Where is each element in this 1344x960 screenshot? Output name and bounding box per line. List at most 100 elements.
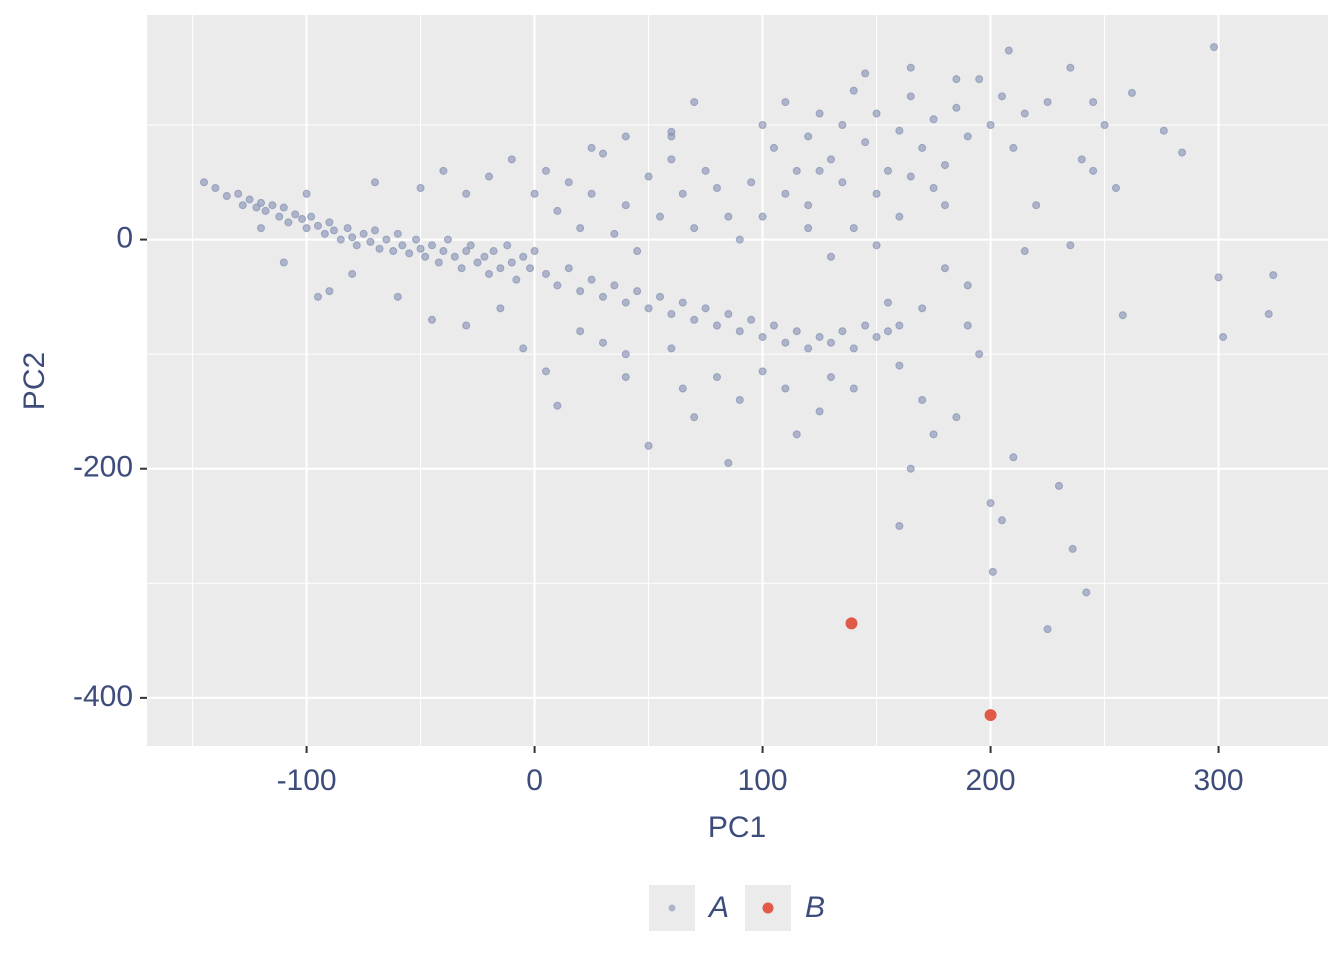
point xyxy=(633,247,642,256)
point xyxy=(678,298,687,307)
point xyxy=(804,201,813,210)
point xyxy=(610,281,619,290)
point xyxy=(489,247,498,256)
point xyxy=(1118,311,1127,320)
legend-swatch xyxy=(668,904,676,912)
point xyxy=(507,258,516,267)
point xyxy=(621,132,630,141)
point xyxy=(1089,166,1098,175)
point xyxy=(781,384,790,393)
point xyxy=(655,292,664,301)
point xyxy=(906,464,915,473)
point xyxy=(883,298,892,307)
point xyxy=(398,241,407,250)
point xyxy=(861,321,870,330)
y-axis-label: PC2 xyxy=(18,352,51,410)
point xyxy=(940,161,949,170)
point xyxy=(1043,98,1052,107)
point xyxy=(279,258,288,267)
point xyxy=(655,212,664,221)
point xyxy=(997,92,1006,101)
point xyxy=(826,373,835,382)
point xyxy=(918,143,927,152)
points xyxy=(199,43,1278,722)
point xyxy=(587,189,596,198)
point xyxy=(462,189,471,198)
point xyxy=(1089,98,1098,107)
point xyxy=(450,252,459,261)
point xyxy=(804,224,813,233)
point xyxy=(1082,588,1091,597)
point xyxy=(1020,247,1029,256)
point xyxy=(320,229,329,238)
point xyxy=(838,120,847,129)
point xyxy=(1066,63,1075,72)
legend-label: A xyxy=(707,891,729,924)
point xyxy=(325,218,334,227)
point xyxy=(1210,43,1219,52)
point xyxy=(439,247,448,256)
point xyxy=(348,233,357,242)
point xyxy=(906,92,915,101)
point xyxy=(541,269,550,278)
point xyxy=(929,115,938,124)
point xyxy=(758,332,767,341)
point xyxy=(256,198,265,207)
x-tick-label: 0 xyxy=(526,764,543,797)
point xyxy=(370,178,379,187)
point xyxy=(222,192,231,201)
point xyxy=(747,315,756,324)
y-tick-label: -400 xyxy=(73,680,133,713)
point xyxy=(564,264,573,273)
legend-label: B xyxy=(805,891,825,924)
point xyxy=(712,184,721,193)
point xyxy=(690,413,699,422)
point xyxy=(507,155,516,164)
point xyxy=(633,287,642,296)
point xyxy=(895,522,904,531)
point xyxy=(336,235,345,244)
point xyxy=(541,166,550,175)
point xyxy=(503,241,512,250)
point xyxy=(245,195,254,204)
point xyxy=(1178,148,1187,157)
point xyxy=(530,247,539,256)
point xyxy=(421,252,430,261)
point xyxy=(576,224,585,233)
point xyxy=(412,235,421,244)
point xyxy=(952,413,961,422)
point xyxy=(861,138,870,147)
point xyxy=(621,373,630,382)
point xyxy=(963,132,972,141)
point xyxy=(678,384,687,393)
point xyxy=(275,212,284,221)
point xyxy=(895,212,904,221)
point xyxy=(298,214,307,223)
point xyxy=(416,184,425,193)
x-axis-label: PC1 xyxy=(708,811,766,844)
point xyxy=(724,458,733,467)
point xyxy=(598,292,607,301)
point xyxy=(781,189,790,198)
x-tick-label: 300 xyxy=(1194,764,1244,797)
point xyxy=(872,241,881,250)
point xyxy=(815,109,824,118)
point xyxy=(484,269,493,278)
point xyxy=(690,315,699,324)
point xyxy=(690,98,699,107)
point xyxy=(1009,143,1018,152)
point xyxy=(849,224,858,233)
point xyxy=(712,321,721,330)
point xyxy=(1009,453,1018,462)
point xyxy=(1004,46,1013,55)
point xyxy=(541,367,550,376)
point xyxy=(1111,184,1120,193)
point xyxy=(963,321,972,330)
point xyxy=(667,310,676,319)
point xyxy=(480,252,489,261)
point xyxy=(906,63,915,72)
point xyxy=(621,201,630,210)
point xyxy=(667,344,676,353)
point xyxy=(553,401,562,410)
